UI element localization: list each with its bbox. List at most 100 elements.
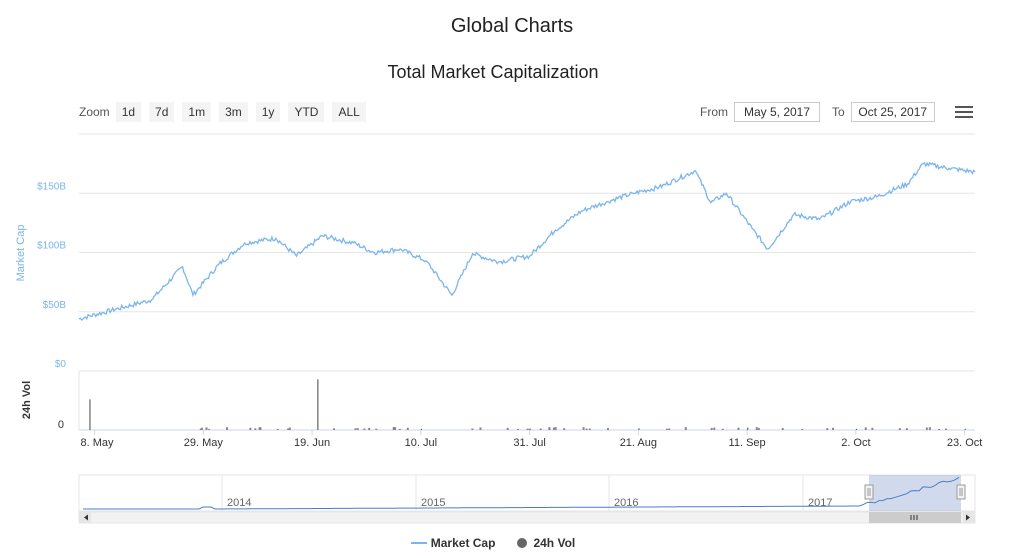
volume-bar <box>317 379 319 430</box>
volume-bar <box>354 428 357 430</box>
volume-bar <box>254 428 257 430</box>
from-range: From <box>700 101 820 123</box>
zoom-all-button[interactable]: ALL <box>332 102 366 122</box>
zoom-1y-button[interactable]: 1y <box>255 102 281 122</box>
volume-bar <box>898 428 901 430</box>
to-date-input[interactable] <box>850 102 935 122</box>
chart-title: Total Market Capitalization <box>387 62 599 82</box>
legend-item-24h-vol[interactable]: 24h Vol <box>517 536 575 550</box>
y-tick-label: $100B <box>37 241 66 252</box>
x-tick-label: 10. Jul <box>405 437 437 449</box>
volume-bar <box>356 428 359 430</box>
navigator[interactable]: 2014 2015 2016 2017 <box>78 474 976 524</box>
volume-bar <box>747 427 749 430</box>
volume-bar <box>945 428 948 430</box>
from-label: From <box>700 105 728 119</box>
volume-bar <box>638 428 640 430</box>
zoom-1m-button[interactable]: 1m <box>182 102 212 122</box>
navigator-line <box>83 476 960 510</box>
grid-lines <box>78 133 975 431</box>
zoom-3m-button[interactable]: 3m <box>219 102 248 122</box>
volume-bar <box>757 428 760 430</box>
y-axis: $0 $50B $100B $150B <box>37 181 66 370</box>
to-range: To <box>832 101 935 123</box>
navigator-selection <box>869 475 961 511</box>
navigator-handle <box>864 484 874 500</box>
volume-bar <box>905 428 908 430</box>
legend-label: Market Cap <box>430 536 496 550</box>
legend: Market Cap 24h Vol <box>0 536 986 550</box>
volume-bar <box>368 427 371 430</box>
navigator-year-label: 2017 <box>808 497 832 509</box>
volume-axis-title: 24h Vol <box>21 381 33 419</box>
volume-bar <box>526 428 529 430</box>
navigator-handle <box>956 484 966 500</box>
volume-bar <box>553 427 556 430</box>
x-tick-label: 11. Sep <box>729 437 766 449</box>
volume-tick-label: 0 <box>58 419 64 431</box>
legend-item-market-cap[interactable]: Market Cap <box>410 536 496 550</box>
x-tick-label: 19. Jun <box>294 437 330 449</box>
y-tick-label: $150B <box>37 181 66 192</box>
volume-bar <box>665 428 668 430</box>
volume-bar <box>420 428 423 430</box>
volume-bar <box>249 427 252 430</box>
volume-bar <box>479 427 482 430</box>
volume-bar <box>938 428 941 430</box>
x-tick-label: 31. Jul <box>513 437 545 449</box>
volume-bar <box>333 428 336 430</box>
legend-label: 24h Vol <box>533 536 576 550</box>
volume-bar <box>606 428 609 430</box>
volume-bar <box>548 428 551 430</box>
volume-bar <box>737 427 740 430</box>
volume-bar <box>713 427 716 430</box>
volume-bar <box>208 428 210 430</box>
volume-bar <box>516 428 519 430</box>
volume-bar <box>506 427 509 430</box>
volume-bar <box>928 427 931 430</box>
y-tick-label: $50B <box>43 300 67 311</box>
volume-bar <box>668 428 671 430</box>
volume-bar <box>406 427 409 430</box>
zoom-label: Zoom <box>79 105 110 119</box>
navigator-year-label: 2015 <box>421 497 445 509</box>
volume-bar <box>801 428 804 430</box>
chart-svg: $0 $50B $100B $150B Market Cap 24h Vol 0 8.… <box>15 133 982 524</box>
to-label: To <box>832 105 845 119</box>
volume-bar <box>363 428 366 430</box>
volume-bar <box>585 428 588 430</box>
volume-bar <box>200 427 203 430</box>
y-axis-title: Market Cap <box>15 225 27 282</box>
volume-bar <box>755 427 758 430</box>
zoom-selector: Zoom 1d 7d 1m 3m 1y YTD ALL <box>79 101 374 123</box>
from-date-input[interactable] <box>734 102 820 122</box>
hamburger-menu-icon[interactable] <box>955 106 973 120</box>
x-axis: 8. May 29. May 19. Jun 10. Jul 31. Jul 21. Au… <box>81 430 982 449</box>
volume-bar <box>276 428 279 430</box>
volume-bar <box>288 427 291 430</box>
y-tick-label: $0 <box>55 359 67 370</box>
volume-bar <box>781 428 784 430</box>
volume-bar <box>394 427 397 430</box>
volume-bar <box>89 399 91 430</box>
navigator-year-label: 2014 <box>227 497 251 509</box>
volume-bar <box>392 427 395 430</box>
volume-bar <box>588 428 591 430</box>
volume-bar <box>855 428 858 430</box>
legend-line-icon <box>410 542 427 544</box>
volume-bar <box>864 427 867 430</box>
volume-bar <box>398 428 401 430</box>
volume-bar <box>563 428 566 430</box>
volume-bar <box>582 427 585 430</box>
volume-bar <box>287 428 290 430</box>
navigator-scrollbar-track <box>78 511 976 524</box>
zoom-1d-button[interactable]: 1d <box>115 102 142 122</box>
navigator-frame <box>78 474 976 512</box>
volume-bar <box>528 428 531 430</box>
market-cap-plot <box>78 161 976 321</box>
zoom-7d-button[interactable]: 7d <box>149 102 175 122</box>
zoom-ytd-button[interactable]: YTD <box>288 102 325 122</box>
volume-bar <box>832 427 835 430</box>
x-tick-label: 8. May <box>81 437 115 449</box>
scroll-right-arrow-icon <box>966 514 970 521</box>
